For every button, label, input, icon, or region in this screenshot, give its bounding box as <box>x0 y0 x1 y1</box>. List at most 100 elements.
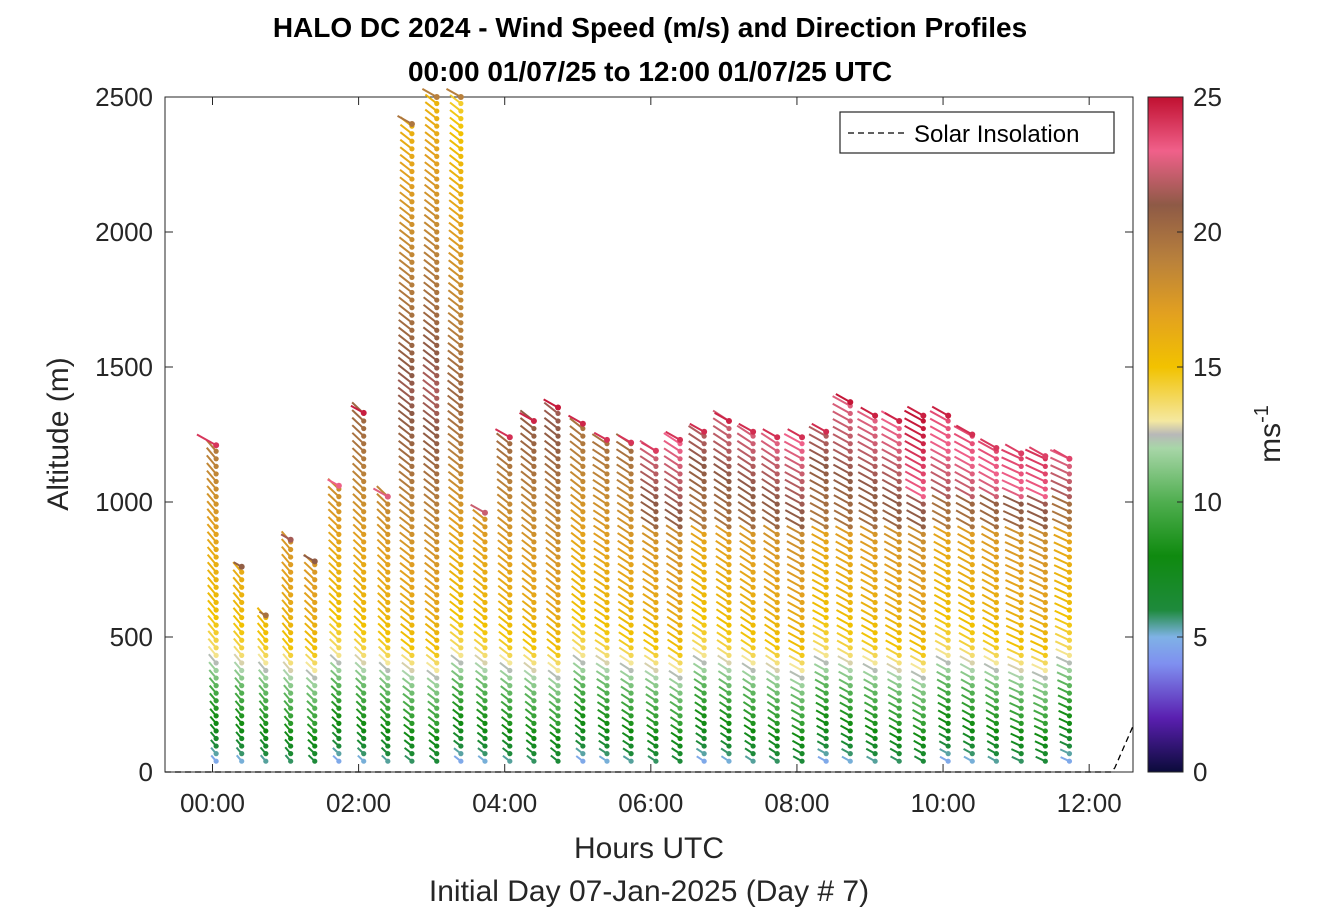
wind-barb <box>884 563 900 574</box>
wind-barb-point <box>847 410 853 417</box>
wind-barb <box>592 494 608 505</box>
wind-barb-point <box>847 516 853 522</box>
wind-barb <box>398 440 413 453</box>
wind-barb-point <box>1018 478 1024 485</box>
wind-barb <box>930 486 949 498</box>
wind-barb <box>981 563 997 574</box>
wind-barb-point <box>312 569 318 575</box>
wind-barb-point <box>726 501 732 507</box>
wind-barb-point <box>945 494 951 500</box>
wind-barb <box>857 456 876 468</box>
wind-barb-top-point <box>823 428 830 435</box>
wind-barb-point <box>847 463 853 469</box>
wind-barb-point <box>1018 531 1024 538</box>
wind-barb-point <box>969 562 975 568</box>
wind-barb-point <box>653 645 659 651</box>
wind-barb <box>1001 486 1022 498</box>
wind-barb-point <box>361 705 367 711</box>
wind-barb <box>664 516 681 528</box>
wind-barb <box>835 593 851 604</box>
wind-barb-point <box>458 607 464 613</box>
wind-barb-point <box>361 478 367 485</box>
wind-barb-point <box>409 403 415 409</box>
wind-barb-point <box>872 494 878 500</box>
wind-barb-point <box>872 645 878 651</box>
plot-frame <box>164 96 1134 773</box>
wind-barb-point <box>920 418 926 424</box>
wind-barb-point <box>945 425 951 432</box>
wind-barb-top-point <box>457 94 464 100</box>
wind-barb-point <box>823 448 829 454</box>
wind-barb-point <box>628 683 634 689</box>
wind-barb-point <box>434 433 440 439</box>
wind-barb-point <box>677 531 683 538</box>
wind-barb-point <box>507 471 513 477</box>
wind-barb <box>883 540 900 551</box>
wind-barb-point <box>677 622 683 628</box>
wind-barb-point <box>288 554 294 560</box>
wind-barb-point <box>896 720 902 727</box>
wind-barb-point <box>580 554 586 560</box>
wind-barb <box>787 631 803 642</box>
wind-barb-point <box>872 562 878 568</box>
wind-barb-point <box>434 645 440 651</box>
wind-barb-point <box>653 463 659 469</box>
profile-22 <box>736 422 757 764</box>
wind-barb <box>544 447 559 460</box>
wind-barb-point <box>458 282 464 288</box>
wind-barb-point <box>434 622 440 628</box>
wind-barb-point <box>213 705 219 711</box>
wind-barb-point <box>434 501 440 507</box>
wind-barb-point <box>774 652 780 658</box>
wind-barb-point <box>701 562 707 568</box>
wind-barb-point <box>1018 456 1024 462</box>
wind-barb-point <box>604 630 610 636</box>
wind-barb-point <box>628 705 634 711</box>
wind-barb <box>544 485 559 498</box>
wind-barb-point <box>288 667 294 674</box>
wind-barb-point <box>288 637 294 643</box>
wind-barb-point <box>945 622 951 628</box>
wind-barb <box>1053 541 1070 551</box>
wind-barb-point <box>458 131 464 137</box>
wind-barb <box>832 448 851 460</box>
wind-barb-point <box>434 478 440 485</box>
wind-barb-point <box>482 675 488 681</box>
wind-barb-point <box>1066 478 1073 485</box>
wind-barb-point <box>434 289 440 296</box>
wind-barb-point <box>531 441 537 447</box>
wind-barb-point <box>969 516 975 522</box>
wind-barb-point <box>774 751 780 757</box>
wind-barb-point <box>434 486 440 492</box>
wind-barb <box>446 379 462 392</box>
wind-barb-point <box>726 645 732 651</box>
wind-barb-point <box>409 539 415 545</box>
x-axis-label: Hours UTC <box>574 832 724 865</box>
wind-barb <box>690 532 705 543</box>
wind-barb-point <box>555 652 561 658</box>
wind-barb-point <box>213 531 219 538</box>
wind-barb <box>835 555 851 566</box>
wind-barb-point <box>555 660 561 666</box>
wind-barb-point <box>336 501 342 507</box>
wind-barb-point <box>213 645 219 651</box>
wind-barb-point <box>726 614 732 621</box>
wind-barb-point <box>213 516 219 522</box>
wind-barb-point <box>555 501 561 507</box>
wind-barb-point <box>409 161 415 167</box>
wind-barb-point <box>653 478 659 485</box>
wind-barb <box>760 455 778 468</box>
wind-barb-point <box>823 486 829 492</box>
wind-barb <box>784 501 803 513</box>
wind-barb-point <box>945 690 951 696</box>
wind-barb <box>904 440 924 453</box>
wind-barb-point <box>555 683 561 689</box>
wind-barb-point <box>896 728 902 734</box>
wind-barb-point <box>580 486 586 492</box>
wind-barb <box>422 447 438 460</box>
wind-barb-point <box>458 410 464 417</box>
wind-barb-point <box>896 546 902 553</box>
wind-barb <box>786 532 803 543</box>
wind-barb <box>496 501 511 513</box>
wind-barb-point <box>312 577 318 583</box>
